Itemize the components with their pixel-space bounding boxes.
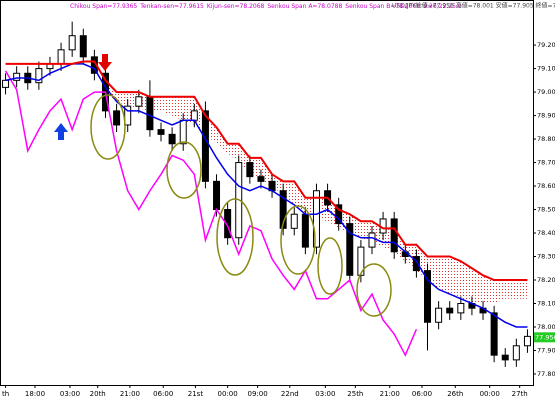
candle-body <box>157 129 165 135</box>
candle-body <box>424 270 432 323</box>
candle-body <box>357 246 365 276</box>
x-tick-label: 21st <box>188 390 204 398</box>
readout-item: Kijun-sen=78.2068 <box>207 3 265 10</box>
y-tick-label: 78.600 <box>537 182 555 190</box>
y-tick-label: 79.200 <box>537 41 555 49</box>
readout-item: 9:26;22:25.0 <box>423 3 462 10</box>
y-tick-label: 78.500 <box>537 206 555 214</box>
indicator-line <box>4 70 418 357</box>
candle-body <box>179 119 187 145</box>
candle-body <box>57 49 65 65</box>
candle-body <box>257 176 265 182</box>
x-tick-label: 22nd <box>281 390 299 398</box>
candle-body <box>346 223 354 276</box>
x-tick-label: 03:00 <box>60 390 80 398</box>
indicator-line <box>5 60 528 281</box>
candle-body <box>68 35 76 51</box>
highlight-circle <box>216 198 254 276</box>
candle-body <box>435 307 443 323</box>
candle-body <box>335 204 343 225</box>
candle-body <box>35 68 43 84</box>
candle-body <box>301 213 309 248</box>
readout-item: Senkou Span A=78.0788 <box>267 3 342 10</box>
x-tick-label: 03:00 <box>315 390 335 398</box>
x-tick-label: 25th <box>347 390 363 398</box>
last-price-tag <box>534 332 555 343</box>
readout-item: Chikou Span=77.9365 <box>70 3 137 10</box>
highlight-circle <box>280 205 316 275</box>
down-arrow <box>98 54 112 71</box>
candle-body <box>523 335 531 347</box>
y-tick-label: 79.000 <box>537 88 555 96</box>
y-tick-label: 78.000 <box>537 323 555 331</box>
candle-body <box>490 312 498 356</box>
y-tick-label: 78.400 <box>537 229 555 237</box>
highlight-circle <box>90 94 126 160</box>
x-tick-label: th <box>2 390 9 398</box>
readout-item: Senkou Span B=78.2068 <box>345 3 420 10</box>
last-price-label: 77.956 <box>535 333 555 341</box>
x-tick-label: 09:00 <box>248 390 268 398</box>
plot-area <box>2 21 531 367</box>
candle-body <box>246 162 254 178</box>
candle-body <box>412 256 420 272</box>
y-tick-label: 78.800 <box>537 135 555 143</box>
candle-body <box>224 209 232 239</box>
y-tick-label: 77.800 <box>537 370 555 378</box>
y-tick-label: 78.700 <box>537 159 555 167</box>
candle-body <box>213 180 221 211</box>
candle-body <box>168 133 176 145</box>
readout-item: Tenkan-sen=77.9615 <box>139 3 204 10</box>
candle-body <box>201 110 209 182</box>
kumo-cloud <box>105 80 528 304</box>
highlight-circle <box>166 141 202 199</box>
x-tick-label: 06:00 <box>153 390 173 398</box>
x-tick-label: 21:00 <box>120 390 140 398</box>
x-tick-label: 06:00 <box>412 390 432 398</box>
y-tick-label: 78.200 <box>537 276 555 284</box>
candle-body <box>2 79 10 88</box>
plot-frame <box>0 0 534 386</box>
candle-body <box>390 218 398 253</box>
y-tick-label: 77.900 <box>537 346 555 354</box>
candle-body <box>79 35 87 58</box>
candle-body <box>135 96 143 107</box>
x-tick-label: 00:00 <box>480 390 500 398</box>
highlight-circle <box>317 237 343 295</box>
x-tick-label: 21:00 <box>380 390 400 398</box>
candle-body <box>501 354 509 361</box>
candle-body <box>13 72 21 81</box>
candle-body <box>146 96 154 131</box>
candle-body <box>446 307 454 314</box>
indicator-line <box>5 63 528 328</box>
candle-body <box>113 110 121 126</box>
candle-body <box>312 190 320 248</box>
x-tick-label: 26th <box>447 390 463 398</box>
candle-body <box>368 232 376 248</box>
candle-body <box>457 302 465 314</box>
indicator-readout: Chikou Span=77.9365 Tenkan-sen=77.9615 Kij… <box>70 3 462 10</box>
y-tick-label: 78.900 <box>537 112 555 120</box>
candle-body <box>190 110 198 121</box>
y-tick-label: 79.100 <box>537 65 555 73</box>
candle-body <box>279 190 287 229</box>
x-tick-label: 00:00 <box>218 390 238 398</box>
annotations <box>54 54 392 317</box>
x-tick-label: 18:00 <box>25 390 45 398</box>
x-tick-label: 20th <box>90 390 106 398</box>
up-arrow <box>54 123 68 140</box>
symbol-info: USD/JPY始値=77.956 高値=78.001 安値=77.905 終値=… <box>392 2 555 10</box>
y-tick-label: 78.300 <box>537 253 555 261</box>
highlight-circle <box>356 263 392 317</box>
candle-body <box>290 213 298 229</box>
x-tick-label: 27th <box>512 390 528 398</box>
candle-body <box>512 345 520 361</box>
y-tick-label: 78.100 <box>537 299 555 307</box>
